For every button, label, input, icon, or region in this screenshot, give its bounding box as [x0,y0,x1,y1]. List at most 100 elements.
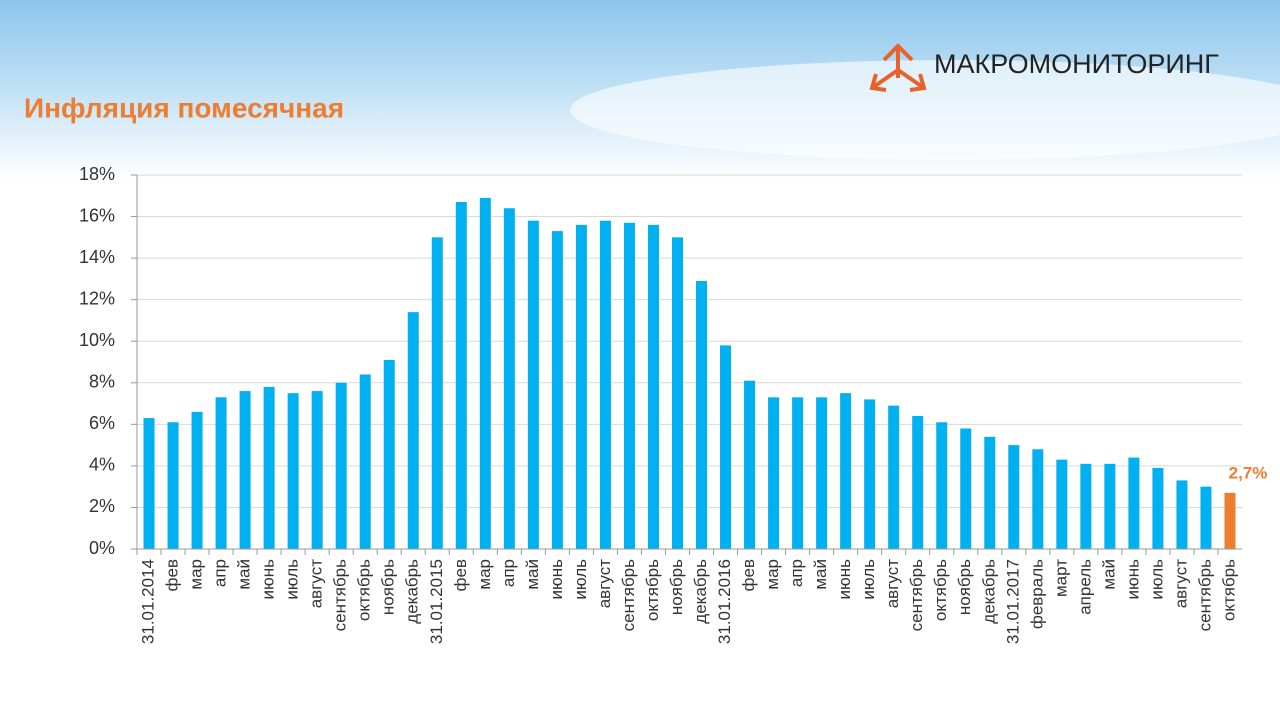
y-tick-label: 14% [79,247,115,267]
x-tick-label: фев [451,559,470,591]
bar [696,280,708,549]
bar [1200,486,1212,549]
bar [239,391,251,549]
bar [1224,492,1236,549]
y-tick-label: 16% [79,205,115,225]
x-tick-label: фев [163,559,182,591]
bar [263,386,275,549]
x-tick-label: 31.01.2014 [138,559,157,644]
x-tick-label: май [235,559,254,590]
bar [287,393,299,549]
bar [359,374,371,549]
value-label: 2,7% [1229,463,1268,482]
y-tick-label: 6% [89,413,115,433]
x-tick-label: июль [283,559,302,600]
bar [431,237,443,550]
bar [1104,463,1116,549]
x-tick-label: мар [187,559,206,590]
bar [1008,445,1020,549]
x-tick-label: август [883,559,902,608]
bar [1128,457,1140,549]
bar [671,237,683,550]
x-tick-label: декабрь [403,559,422,624]
bar [936,422,948,549]
bar [840,393,852,549]
x-tick-label: декабрь [979,559,998,624]
bar [1176,480,1188,549]
x-tick-label: апр [787,559,806,587]
bar [335,382,347,549]
x-tick-label: май [523,559,542,590]
bar [912,416,924,549]
bar [503,208,515,549]
x-tick-label: мар [763,559,782,590]
bar [311,391,323,549]
bar [768,397,780,549]
bar [1056,459,1068,549]
x-tick-label: мар [475,559,494,590]
bar [720,345,732,549]
x-tick-label: 31.01.2017 [1003,559,1022,644]
bar [575,224,587,549]
x-tick-label: ноябрь [667,559,686,615]
bar [1032,449,1044,549]
x-tick-label: октябрь [643,559,662,621]
y-tick-label: 12% [79,288,115,308]
x-tick-label: июль [571,559,590,600]
x-tick-label: июль [859,559,878,600]
bar [551,231,563,549]
bar [599,220,611,549]
bar [527,220,539,549]
bar [792,397,804,549]
logo-icon [869,43,927,92]
chart-title: Инфляция помесячная [24,92,344,123]
bar [864,399,876,549]
y-tick-label: 8% [89,372,115,392]
x-tick-label: фев [739,559,758,591]
x-tick-label: сентябрь [1195,559,1214,632]
y-tick-label: 10% [79,330,115,350]
x-tick-label: август [595,559,614,608]
x-tick-label: ноябрь [955,559,974,615]
x-tick-label: апр [499,559,518,587]
x-tick-label: июнь [259,559,278,600]
plot: 0%2%4%6%8%10%12%14%16%18%31.01.2014 фев ма… [79,164,1267,644]
x-tick-label: апр [211,559,230,587]
bar [888,405,900,549]
y-tick-label: 18% [79,164,115,184]
bar [167,422,179,549]
bar [1080,463,1092,549]
x-tick-label: 31.01.2015 [427,559,446,644]
x-tick-label: июнь [835,559,854,600]
bar [1152,467,1164,549]
x-tick-label: июнь [547,559,566,600]
bar [960,428,972,549]
x-tick-label: май [811,559,830,590]
bar [623,222,635,550]
bar [143,418,155,549]
x-tick-label: май [1099,559,1118,590]
x-tick-label: август [307,559,326,608]
y-tick-label: 0% [89,538,115,558]
bar [984,436,996,549]
x-tick-label: 31.01.2016 [715,559,734,644]
x-tick-label: март [1051,559,1070,597]
x-tick-label: ноябрь [379,559,398,615]
x-tick-label: октябрь [355,559,374,621]
x-tick-label: август [1171,559,1190,608]
bar [647,224,659,549]
x-tick-label: сентябрь [619,559,638,632]
bar [215,397,227,549]
x-tick-label: октябрь [1219,559,1238,621]
bar [479,197,491,549]
y-tick-label: 4% [89,455,115,475]
bar [744,380,756,549]
bar [407,312,419,549]
bar [816,397,828,549]
x-tick-label: декабрь [691,559,710,624]
cloud [570,60,1280,160]
x-tick-label: сентябрь [331,559,350,632]
logo-text: МАКРОМОНИТОРИНГ [934,49,1219,79]
